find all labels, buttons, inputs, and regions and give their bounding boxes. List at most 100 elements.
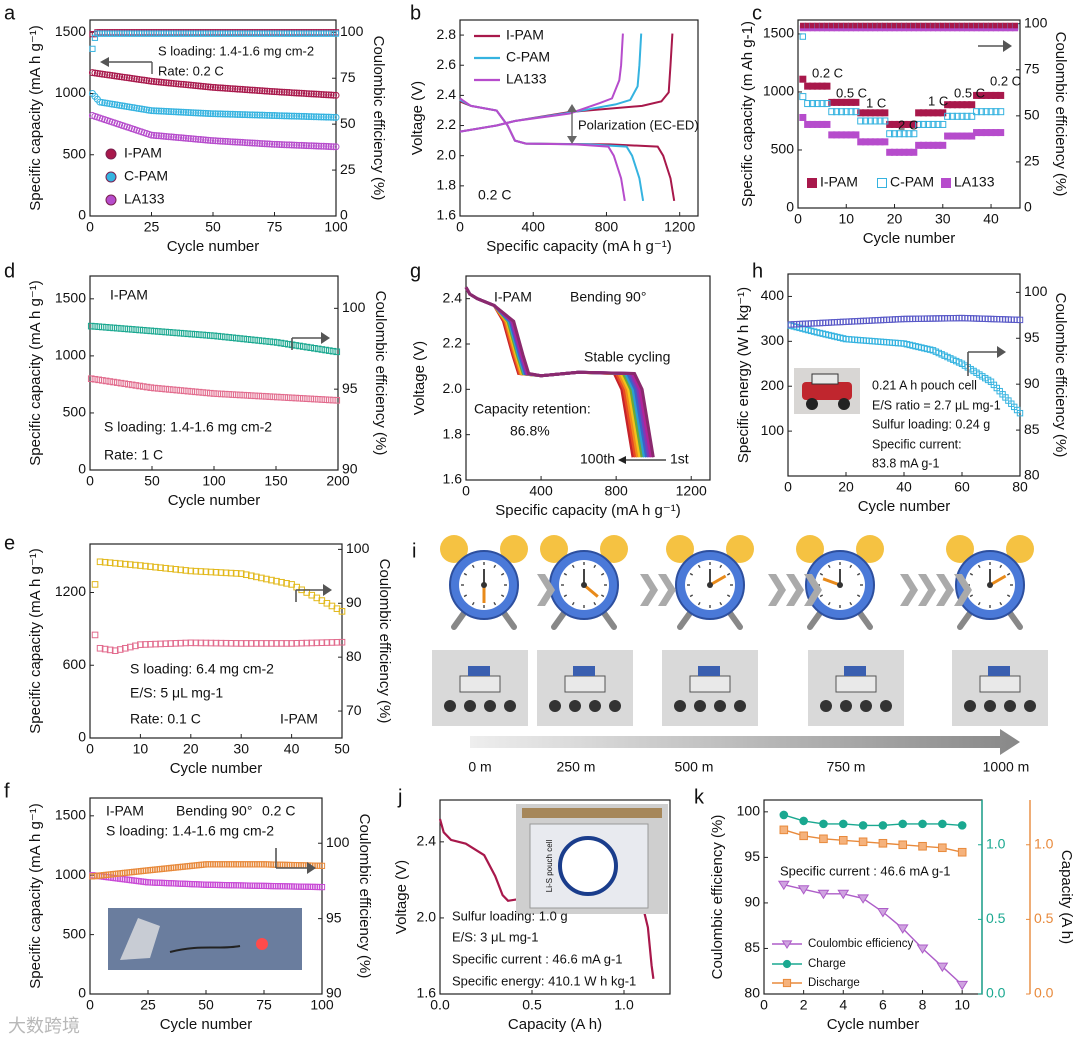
annotation-loading: S loading: 1.4-1.6 mg cm-2 — [158, 43, 314, 58]
data-point — [939, 22, 946, 29]
y-tick-label: 1000 — [55, 347, 86, 363]
data-point — [293, 141, 301, 149]
series-CE — [87, 322, 341, 356]
x-tick-label: 30 — [233, 741, 249, 757]
data-point — [307, 344, 315, 352]
data-point — [132, 642, 139, 650]
rover-wheel — [964, 700, 976, 712]
legend-marker — [941, 178, 951, 188]
data-point — [968, 101, 976, 109]
x-tick-label: 0 — [86, 473, 94, 489]
x-tick-label: 20 — [887, 211, 903, 227]
data-point — [118, 102, 126, 110]
x-tick-label: 50 — [205, 219, 221, 235]
data-point — [251, 336, 259, 344]
x-tick-label: 10 — [133, 741, 149, 757]
clock-tick — [563, 594, 568, 598]
y2-tick-label: 0.5 — [986, 910, 1006, 926]
legend-label: C-PAM — [506, 49, 550, 65]
data-point — [187, 567, 195, 575]
series-capacity — [91, 631, 346, 655]
y-tick-label: 1000 — [55, 84, 86, 100]
rover-photo — [432, 650, 528, 726]
panel-letter: a — [4, 2, 16, 24]
plot-frame — [763, 799, 983, 995]
data-point — [938, 819, 947, 829]
data-point — [1012, 22, 1018, 29]
data-point — [203, 389, 210, 397]
data-point — [209, 83, 217, 91]
series-Coulombic efficiency — [777, 880, 969, 991]
data-point — [143, 383, 151, 391]
y-tick-label: 400 — [761, 287, 785, 303]
data-point — [266, 111, 274, 119]
y2-tick-label: 100 — [340, 23, 364, 39]
y-axis-label: Specific energy (W h kg⁻¹) — [735, 287, 752, 463]
data-point — [237, 570, 245, 577]
data-point — [87, 375, 95, 383]
data-point — [305, 142, 313, 150]
x-tick-label: 2 — [800, 997, 808, 1013]
clock-leg — [451, 610, 467, 630]
x-tick-label: 10 — [954, 997, 970, 1013]
data-point — [182, 567, 190, 574]
series-capacity — [89, 872, 326, 891]
x-tick-label: 4 — [839, 997, 847, 1013]
data-point — [148, 131, 155, 139]
y2-axis-label: Coulombic efficiency (%) — [370, 36, 387, 201]
data-point — [140, 76, 148, 84]
data-point — [150, 107, 158, 115]
data-point — [858, 821, 868, 830]
data-point — [121, 380, 129, 388]
data-point — [320, 142, 328, 150]
data-point — [233, 391, 240, 399]
alarm-clock-icon — [946, 535, 1034, 630]
data-point — [307, 90, 315, 98]
data-point — [106, 559, 114, 567]
data-point — [303, 639, 311, 647]
data-point — [862, 22, 869, 29]
data-point — [162, 564, 169, 572]
distance-label: 1000 m — [983, 759, 1030, 775]
data-point — [278, 640, 285, 647]
data-point — [160, 78, 168, 86]
data-point — [155, 132, 163, 140]
clock-leg — [677, 610, 693, 630]
data-point — [847, 108, 855, 116]
data-point — [154, 385, 162, 392]
arrow-head — [321, 332, 330, 344]
y-axis-label: Voltage (V) — [411, 341, 428, 415]
data-point — [225, 334, 233, 341]
legend-label: I-PAM — [820, 174, 858, 190]
data-point — [199, 389, 207, 396]
y-tick-label: 1.8 — [443, 425, 463, 441]
data-point — [162, 107, 170, 115]
data-point — [247, 572, 255, 580]
data-point — [283, 640, 290, 647]
data-point — [317, 142, 325, 150]
rover-panel — [988, 666, 1010, 676]
data-point — [152, 563, 159, 571]
rate-label: 0.2 C — [812, 65, 843, 80]
data-point — [187, 135, 195, 143]
rate-label: 0.2 C — [990, 73, 1021, 88]
clock-tick — [500, 594, 505, 598]
data-point — [225, 391, 233, 398]
legend-label: C-PAM — [890, 174, 934, 190]
y-tick-label: 80 — [744, 985, 760, 1001]
y2-axis-label: Coulombic efficiency (%) — [372, 291, 389, 456]
clock-pivot — [837, 582, 843, 588]
panel-letter: f — [4, 780, 10, 802]
data-point — [325, 91, 333, 99]
data-point — [166, 386, 173, 393]
data-point — [229, 138, 237, 146]
data-point — [227, 569, 235, 577]
data-point — [182, 134, 190, 142]
data-point — [307, 395, 315, 403]
data-point — [197, 136, 205, 144]
clock-tick — [500, 572, 505, 576]
data-point — [177, 387, 184, 394]
legend-label: LA133 — [506, 71, 547, 87]
y2-tick-label: 75 — [340, 69, 356, 85]
data-point — [167, 640, 174, 647]
